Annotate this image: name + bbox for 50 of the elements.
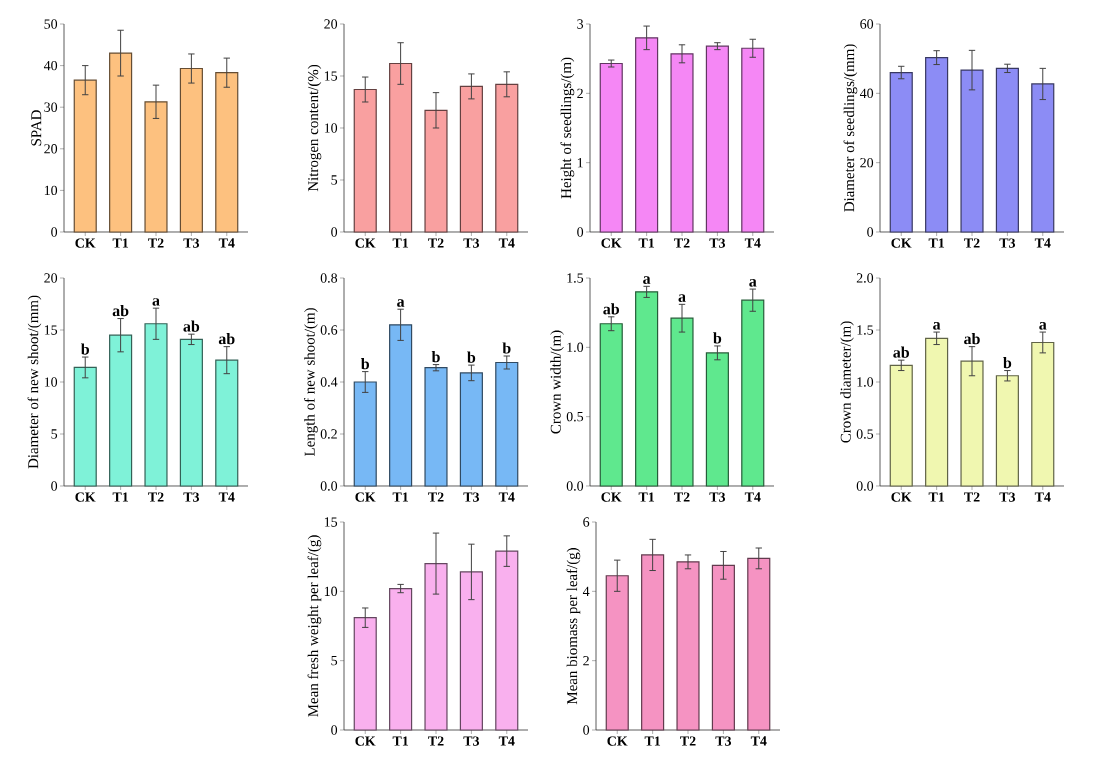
bar: [424, 563, 448, 731]
bar: [741, 299, 765, 487]
bar: [925, 57, 949, 233]
bar: [179, 338, 203, 487]
bar: [676, 561, 700, 731]
bar: [635, 37, 659, 233]
bar: [353, 381, 377, 487]
bar: [705, 45, 729, 233]
bar: [353, 88, 377, 233]
bar: [353, 617, 377, 731]
bar: [925, 337, 949, 487]
bar: [459, 372, 483, 487]
bar: [889, 364, 913, 487]
bar: [215, 72, 239, 233]
bar: [144, 323, 168, 487]
bar: [960, 360, 984, 487]
bar: [109, 334, 133, 487]
bar: [109, 52, 133, 233]
bar: [960, 69, 984, 233]
bar: [711, 564, 735, 731]
bar: [495, 550, 519, 731]
bar: [424, 367, 448, 487]
bar: [705, 352, 729, 487]
bar: [215, 359, 239, 487]
bar: [459, 571, 483, 731]
bar: [1031, 341, 1055, 487]
bar: [605, 575, 629, 731]
bar: [495, 83, 519, 233]
bar: [995, 67, 1019, 233]
bar: [599, 62, 623, 233]
bar: [459, 85, 483, 233]
bar: [179, 67, 203, 233]
bar: [635, 291, 659, 487]
bar: [889, 71, 913, 233]
bar: [599, 323, 623, 487]
bar: [389, 62, 413, 233]
bar: [389, 587, 413, 731]
bar: [389, 324, 413, 487]
bar: [495, 361, 519, 487]
bar: [144, 101, 168, 233]
bar: [670, 53, 694, 233]
bar: [747, 557, 771, 731]
bar: [670, 317, 694, 487]
bar: [1031, 83, 1055, 233]
bar: [424, 109, 448, 233]
bar: [73, 366, 97, 487]
bar: [641, 554, 665, 731]
bar: [995, 375, 1019, 487]
bar: [73, 79, 97, 233]
bar: [741, 47, 765, 233]
